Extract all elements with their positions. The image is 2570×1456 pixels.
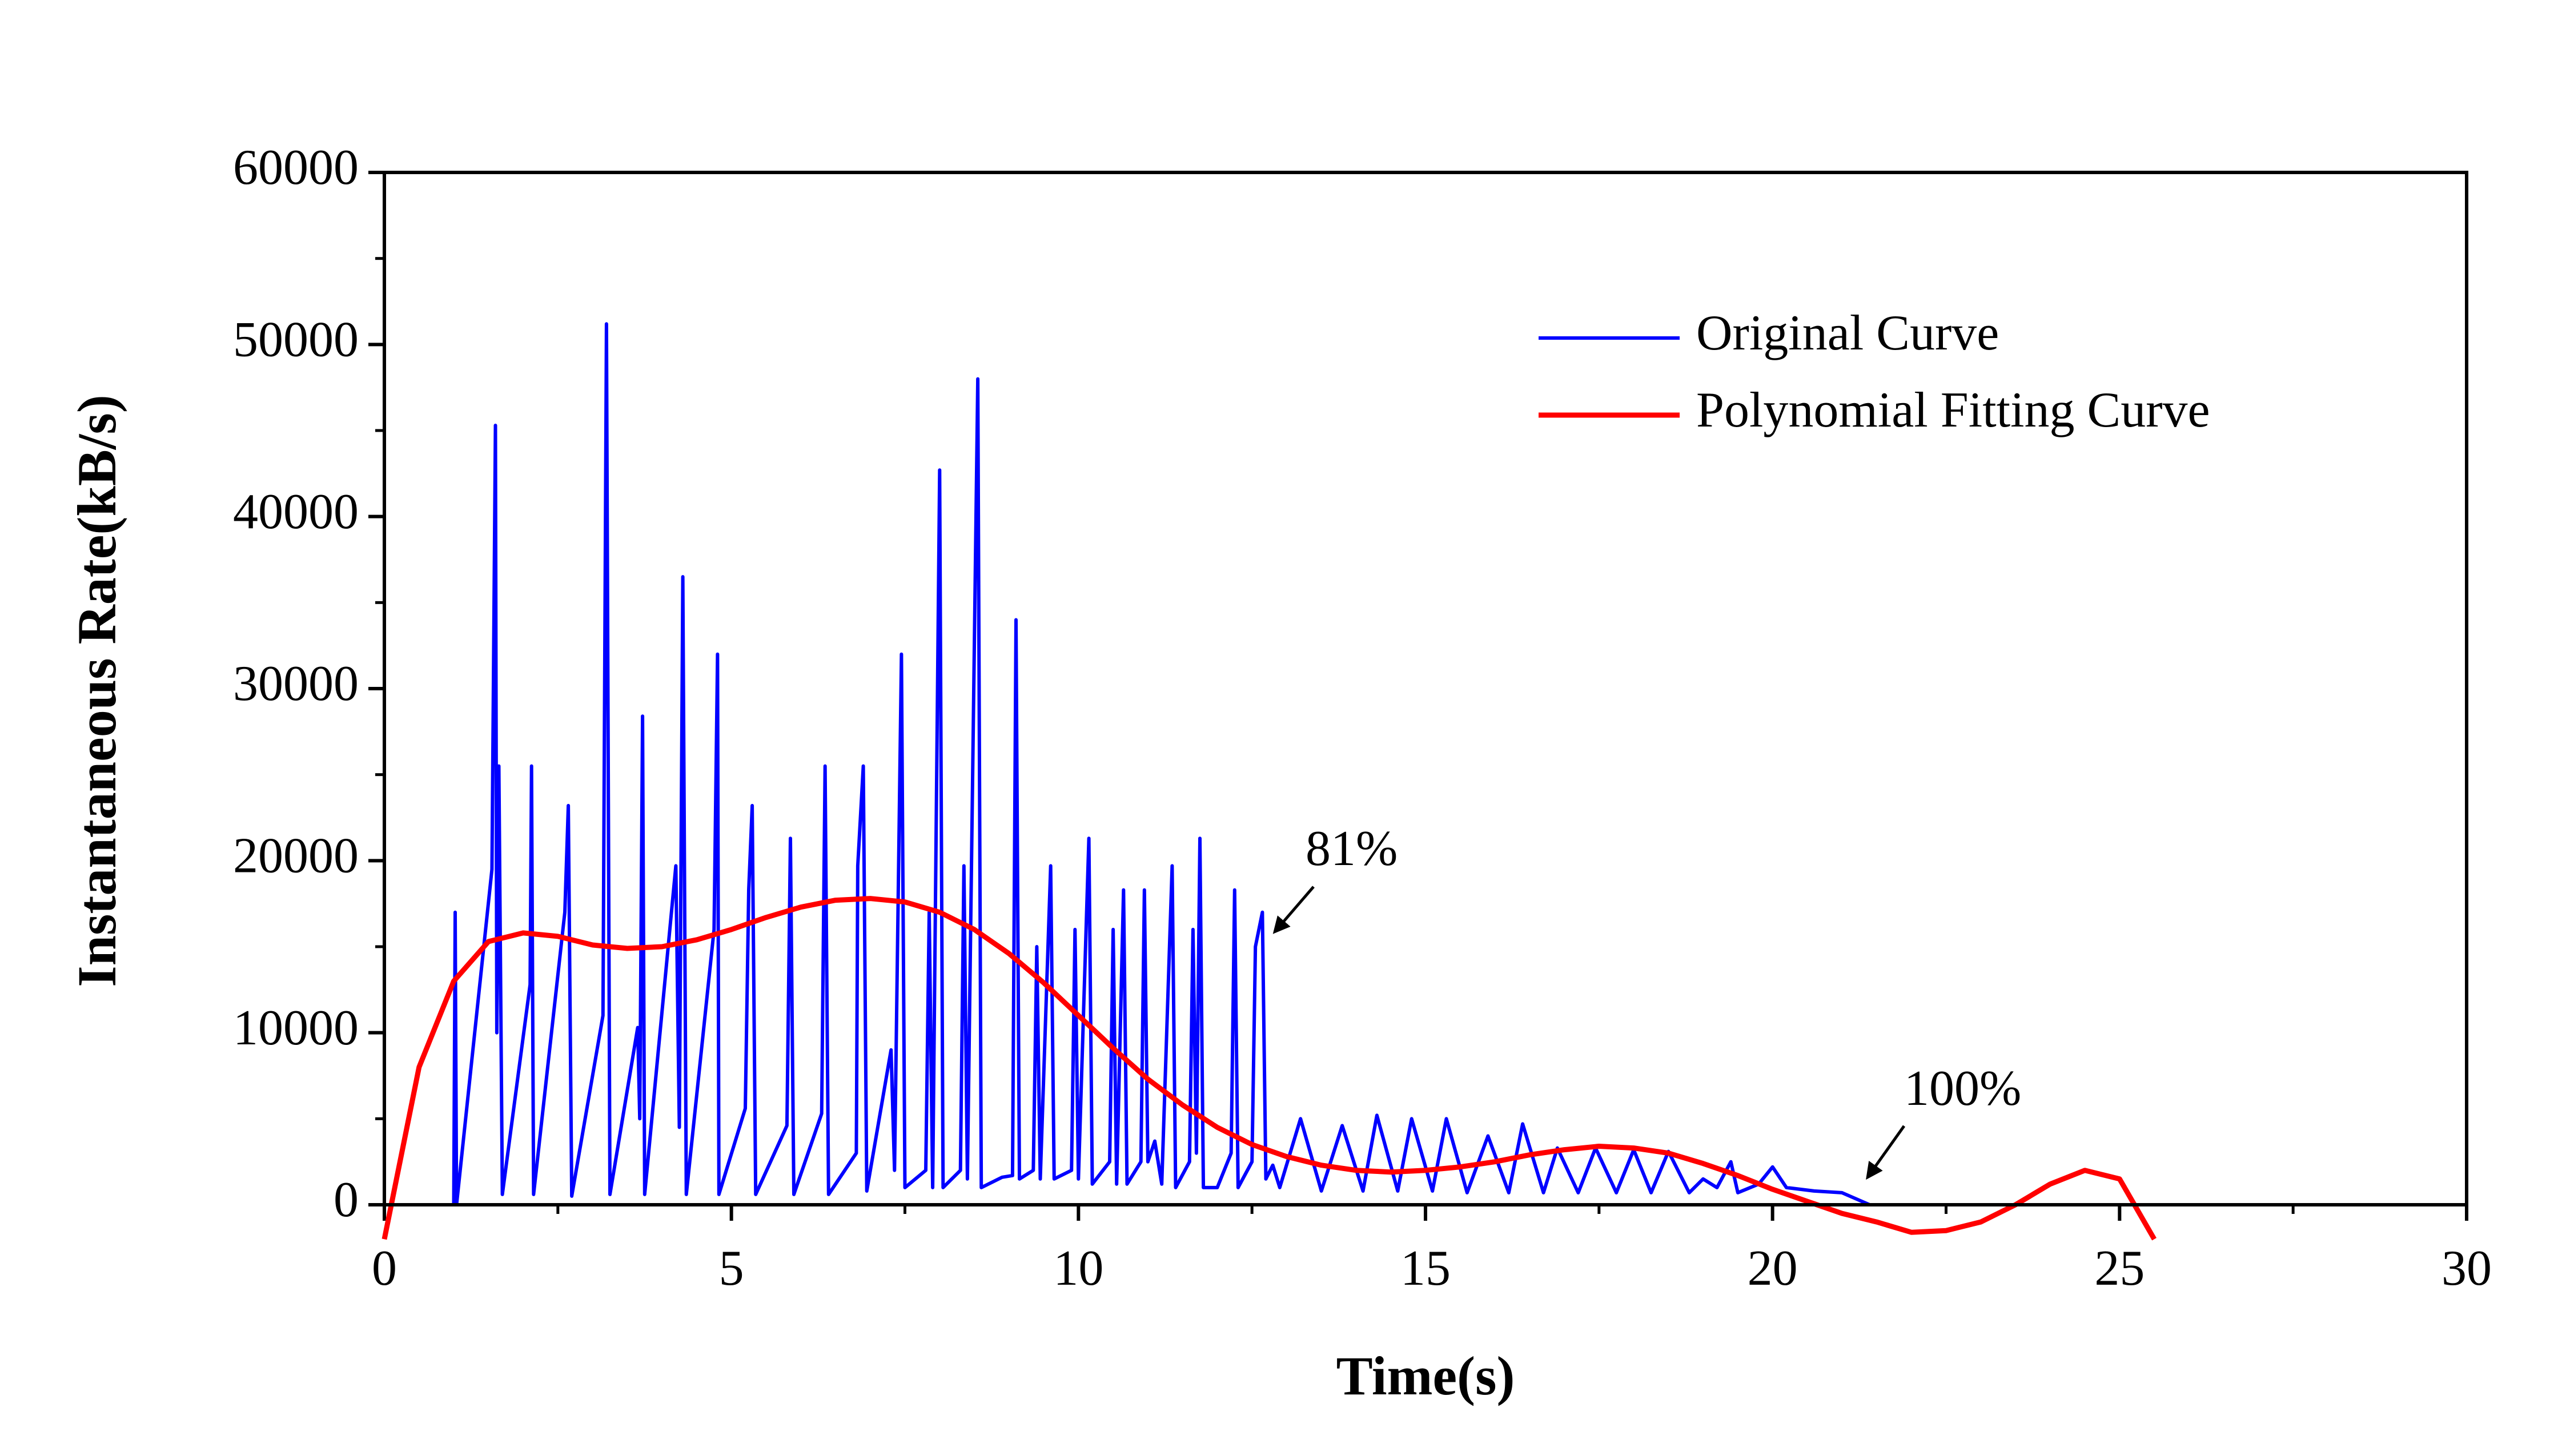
y-tick-label: 10000: [233, 1000, 359, 1056]
legend-label: Original Curve: [1696, 305, 1999, 361]
y-tick-label: 0: [334, 1172, 359, 1228]
x-tick-label: 20: [1748, 1241, 1798, 1296]
legend-label: Polynomial Fitting Curve: [1696, 383, 2210, 438]
y-axis-title: Instantaneous Rate(kB/s): [66, 395, 127, 987]
annotation: 81%: [1306, 821, 1398, 876]
x-tick-label: 30: [2442, 1241, 2492, 1296]
y-tick-label: 20000: [233, 828, 359, 884]
x-tick-label: 5: [719, 1241, 744, 1296]
y-tick-label: 30000: [233, 656, 359, 711]
x-tick-label: 10: [1053, 1241, 1103, 1296]
x-tick-label: 15: [1400, 1241, 1451, 1296]
y-tick-label: 50000: [233, 312, 359, 368]
x-axis-title: Time(s): [1336, 1345, 1515, 1406]
annotation-arrow: [1272, 886, 1315, 934]
y-tick-label: 60000: [233, 140, 359, 195]
x-tick-label: 0: [372, 1241, 397, 1296]
series-line: [384, 322, 2141, 1206]
annotation: 100%: [1904, 1061, 2021, 1116]
annotation-arrow: [1866, 1125, 1906, 1180]
plot-frame: [383, 171, 2468, 1206]
y-tick-label: 40000: [233, 484, 359, 540]
x-tick-label: 25: [2094, 1241, 2145, 1296]
series-line: [382, 896, 2157, 1241]
